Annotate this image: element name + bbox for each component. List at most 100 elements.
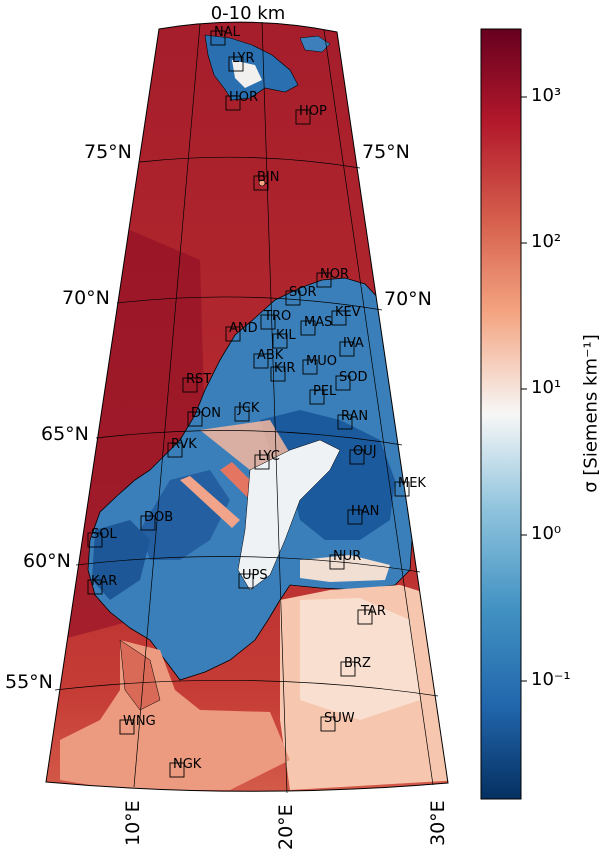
station-hop: HOP	[295, 104, 327, 125]
station-marker	[119, 719, 135, 735]
colorbar-label: σ [Siemens km⁻¹]	[580, 334, 602, 493]
station-marker	[335, 375, 351, 391]
station-marker	[295, 109, 311, 125]
station-code: SUW	[324, 711, 355, 726]
station-ran: RAN	[337, 409, 368, 430]
station-marker	[167, 442, 183, 458]
station-marker	[169, 762, 185, 778]
station-code: MEK	[398, 476, 426, 491]
station-code: TAR	[360, 604, 386, 619]
lat-label-75-right: 75°N	[362, 141, 410, 163]
station-marker	[270, 366, 286, 382]
lat-line-55	[54, 679, 439, 697]
central-europe-land	[60, 640, 290, 790]
station-rst: RST	[182, 372, 211, 393]
station-marker	[228, 56, 244, 72]
station-code: LYC	[258, 449, 280, 464]
station-code: NGK	[173, 757, 202, 772]
station-code: TRO	[263, 309, 291, 324]
station-code: NAL	[214, 25, 241, 40]
station-marker	[347, 509, 363, 525]
station-mas: MAS	[300, 315, 332, 336]
lon-line-30	[323, 29, 434, 786]
station-ups: UPS	[238, 568, 268, 589]
station-jck: JCK	[234, 401, 260, 422]
lon-label-10: 10°E	[122, 800, 144, 846]
station-marker	[331, 310, 347, 326]
station-code: UPS	[242, 568, 268, 583]
station-code: MUO	[306, 354, 337, 369]
svalbard-pale-zone	[232, 60, 262, 88]
station-marker	[254, 454, 270, 470]
station-tro: TRO	[260, 309, 291, 330]
station-code: SOL	[91, 527, 117, 542]
map-title: 0-10 km	[210, 3, 286, 24]
station-marker	[340, 661, 356, 677]
station-sod: SOD	[335, 370, 368, 391]
station-marker	[225, 326, 241, 342]
station-code: WNG	[123, 714, 156, 729]
station-don: DON	[187, 406, 221, 427]
station-code: LYR	[232, 51, 255, 66]
west-norway-core	[92, 520, 150, 600]
station-marker	[140, 515, 156, 531]
station-marker	[357, 609, 373, 625]
station-code: BRZ	[344, 656, 371, 671]
station-nor: NOR	[316, 267, 349, 288]
station-code: HOP	[299, 104, 327, 119]
colorbar-tick-1e-1: 10⁻¹	[531, 669, 571, 690]
station-marker	[394, 481, 410, 497]
station-marker	[349, 449, 365, 465]
station-code: RAN	[341, 409, 368, 424]
lat-label-60-left: 60°N	[23, 550, 71, 572]
station-marker	[260, 314, 276, 330]
station-code: IVA	[343, 336, 364, 351]
lat-line-75	[139, 156, 361, 169]
station-pel: PEL	[309, 384, 337, 405]
lat-label-70-right: 70°N	[384, 288, 432, 310]
station-marker	[337, 414, 353, 430]
station-code: KIR	[274, 361, 295, 376]
baltic-sea-pale	[237, 439, 341, 591]
map-frame	[45, 21, 449, 792]
station-code: RVK	[171, 437, 197, 452]
station-hor: HOR	[225, 90, 258, 111]
station-ngk: NGK	[169, 757, 202, 778]
station-bjn: BJN	[253, 170, 279, 191]
station-code: JCK	[237, 401, 260, 416]
station-lyr: LYR	[228, 51, 255, 72]
station-suw: SUW	[320, 711, 355, 732]
station-marker	[253, 353, 269, 369]
station-code: NUR	[333, 549, 361, 564]
lat-line-70	[116, 296, 383, 311]
station-code: MAS	[304, 315, 332, 330]
colorbar-tick-1e1: 10¹	[531, 377, 562, 398]
station-iva: IVA	[339, 336, 364, 357]
station-marker	[187, 411, 203, 427]
station-marker	[285, 290, 301, 306]
lat-label-65-left: 65°N	[41, 423, 89, 445]
colorbar	[480, 28, 522, 800]
station-marker	[87, 579, 103, 595]
station-marker	[302, 359, 318, 375]
station-abk: ABK	[253, 348, 284, 369]
station-kil: KIL	[272, 328, 296, 349]
station-code: BJN	[257, 170, 279, 185]
station-code: AND	[229, 321, 258, 336]
gulf-of-finland-pale	[300, 555, 390, 582]
station-marker	[309, 389, 325, 405]
station-code: ABK	[257, 348, 284, 363]
lat-label-70-left: 70°N	[62, 287, 110, 309]
station-dob: DOB	[140, 510, 173, 531]
station-and: AND	[225, 321, 258, 342]
station-code: KEV	[335, 305, 361, 320]
station-marker	[339, 341, 355, 357]
station-marker	[320, 716, 336, 732]
lat-line-65	[95, 430, 403, 446]
lon-label-20: 20°E	[275, 804, 297, 850]
station-sol: SOL	[87, 527, 117, 548]
lon-line-10	[133, 23, 201, 788]
station-wng: WNG	[119, 714, 156, 735]
lat-line-60	[75, 556, 421, 573]
